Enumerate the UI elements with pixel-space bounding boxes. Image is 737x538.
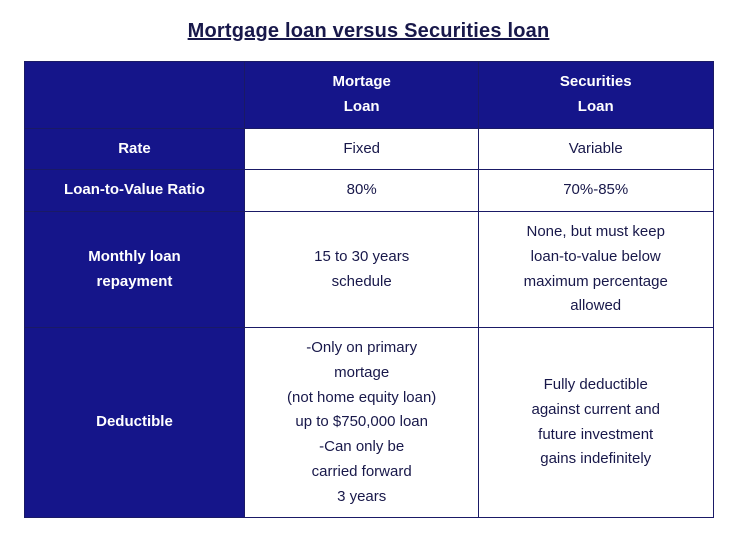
cell-text: None, but must keep	[527, 223, 665, 240]
cell-deductible-securities: Fully deductible against current and fut…	[478, 328, 713, 518]
cell-text: -Can only be	[319, 438, 404, 455]
col-header-text: Loan	[344, 98, 380, 115]
table-row: Loan-to-Value Ratio 80% 70%-85%	[24, 170, 713, 212]
col-header-text: Mortage	[333, 73, 391, 90]
corner-cell	[24, 62, 245, 129]
row-label-text: repayment	[97, 273, 173, 290]
row-label-repayment: Monthly loan repayment	[24, 212, 245, 328]
comparison-table: Mortage Loan Securities Loan Rate Fixed …	[24, 61, 714, 518]
cell-text: (not home equity loan)	[287, 389, 436, 406]
cell-repayment-mortgage: 15 to 30 years schedule	[245, 212, 478, 328]
cell-text: maximum percentage	[524, 273, 668, 290]
cell-text: carried forward	[312, 463, 412, 480]
cell-deductible-mortgage: -Only on primary mortage (not home equit…	[245, 328, 478, 518]
cell-text: mortage	[334, 364, 389, 381]
table-row: Deductible -Only on primary mortage (not…	[24, 328, 713, 518]
row-label-deductible: Deductible	[24, 328, 245, 518]
cell-text: Fully deductible	[544, 376, 648, 393]
cell-rate-securities: Variable	[478, 128, 713, 170]
table-header-row: Mortage Loan Securities Loan	[24, 62, 713, 129]
cell-text: schedule	[332, 273, 392, 290]
col-header-mortgage: Mortage Loan	[245, 62, 478, 129]
cell-text: 15 to 30 years	[314, 248, 409, 265]
cell-text: gains indefinitely	[540, 450, 651, 467]
cell-text: 3 years	[337, 488, 386, 505]
cell-ltv-mortgage: 80%	[245, 170, 478, 212]
cell-text: allowed	[570, 297, 621, 314]
cell-rate-mortgage: Fixed	[245, 128, 478, 170]
table-row: Monthly loan repayment 15 to 30 years sc…	[24, 212, 713, 328]
row-label-ltv: Loan-to-Value Ratio	[24, 170, 245, 212]
cell-text: loan-to-value below	[531, 248, 661, 265]
col-header-text: Loan	[578, 98, 614, 115]
row-label-text: Monthly loan	[88, 248, 181, 265]
cell-repayment-securities: None, but must keep loan-to-value below …	[478, 212, 713, 328]
page-title: Mortgage loan versus Securities loan	[20, 20, 717, 43]
cell-ltv-securities: 70%-85%	[478, 170, 713, 212]
col-header-securities: Securities Loan	[478, 62, 713, 129]
cell-text: up to $750,000 loan	[295, 413, 428, 430]
cell-text: against current and	[532, 401, 660, 418]
col-header-text: Securities	[560, 73, 632, 90]
cell-text: -Only on primary	[306, 339, 417, 356]
cell-text: future investment	[538, 426, 653, 443]
row-label-rate: Rate	[24, 128, 245, 170]
table-row: Rate Fixed Variable	[24, 128, 713, 170]
